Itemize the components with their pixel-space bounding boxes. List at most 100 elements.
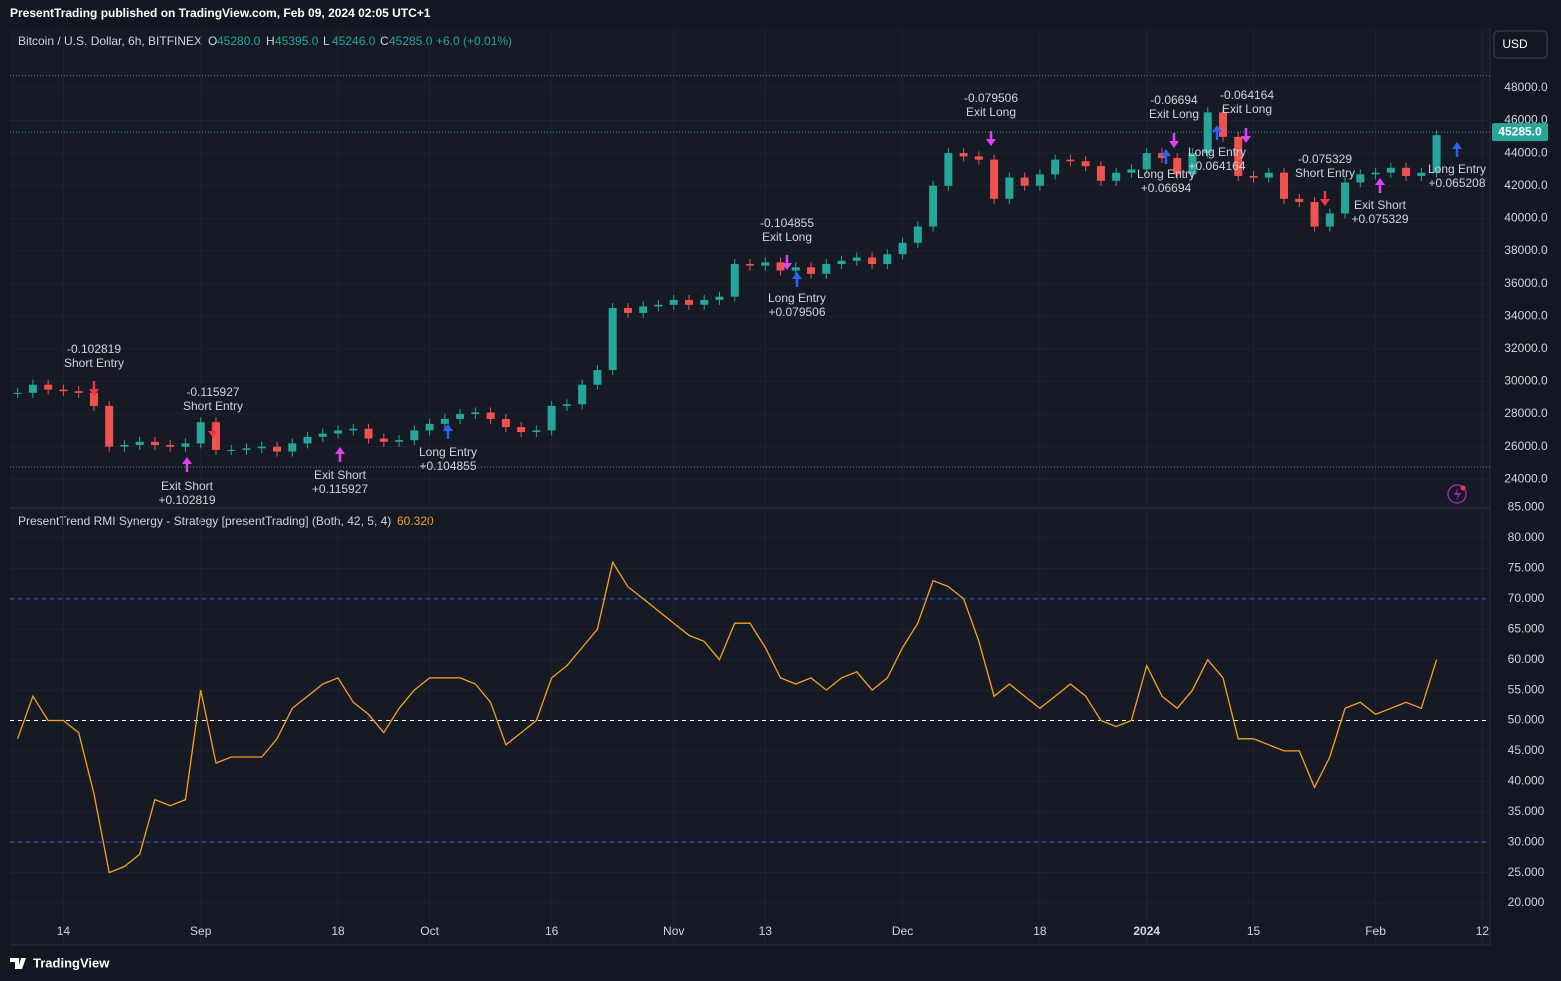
y-tick-label: 42000.0 [1504,178,1548,192]
signal-label: Short Entry [64,356,124,370]
signal-arrow-head [792,272,802,279]
signal-label: +0.075329 [1351,212,1408,226]
signal-label: +0.115927 [312,482,368,496]
candle [1325,213,1334,227]
candle [288,443,297,452]
candle [211,422,220,450]
signal-arrow-head [1452,142,1462,149]
candle [807,267,816,274]
x-tick-label: Sep [190,924,212,938]
x-tick-label: 16 [545,924,559,938]
y-tick-label: 25.000 [1508,865,1545,879]
candle [898,242,907,255]
candle [761,262,770,266]
signal-arrow-head [443,424,453,431]
ohlc-value: 45280.0 [217,34,261,48]
alert-icon[interactable] [1447,484,1467,504]
candle [196,422,205,444]
signal-label: Long Entry [1137,167,1195,181]
currency-label[interactable]: USD [1502,37,1528,51]
candle [364,428,373,439]
signal-label: -0.06694 [1150,93,1198,107]
y-tick-label: 44000.0 [1504,145,1548,159]
signal-label: -0.104855 [760,216,814,230]
indicator-value: 60.320 [397,514,434,528]
candle [868,257,877,265]
signal-arrow-head [1320,199,1330,206]
candle [44,384,53,390]
ohlc-key: H [266,34,275,48]
signal-label: +0.064164 [1188,159,1245,173]
signal-label: Long Entry [1428,162,1486,176]
y-tick-label: 75.000 [1508,561,1545,575]
ohlc-value: 45395.0 [275,34,319,48]
candle [74,391,83,393]
y-tick-label: 35.000 [1508,804,1545,818]
candle [1386,167,1395,173]
y-tick-label: 20.000 [1508,895,1545,909]
ohlc-key: L [323,34,330,48]
signal-label: -0.079506 [964,91,1018,105]
candle [1371,172,1380,175]
candle [440,418,449,424]
signal-label: -0.064164 [1220,88,1274,102]
candle [791,267,800,271]
y-tick-label: 38000.0 [1504,243,1548,257]
candle [1142,153,1151,170]
y-tick-label: 32000.0 [1504,341,1548,355]
candle [669,299,678,305]
candle [837,260,846,265]
y-tick-label: 28000.0 [1504,406,1548,420]
candle [578,384,587,405]
signal-label: +0.104855 [419,459,476,473]
candle [1173,158,1182,175]
candle [379,438,388,442]
candle [59,389,68,392]
ohlc-value: 45246.0 [332,34,376,48]
symbol-name: Bitcoin / U.S. Dollar, 6h, BITFINEX [18,34,202,48]
candle [1249,175,1258,178]
rmi-line [16,560,1438,874]
candle [13,392,22,394]
candle [715,296,724,300]
last-price-tag [1492,123,1548,142]
y-tick-label: 34000.0 [1504,308,1548,322]
candle [334,430,343,434]
x-tick-label: 13 [759,924,773,938]
signal-label: Short Entry [183,399,243,413]
signal-arrow-head [182,457,192,464]
currency-button[interactable] [1493,30,1548,59]
candle [532,430,541,432]
signal-label: Exit Long [1222,102,1272,116]
candle [608,308,617,371]
candle [700,299,709,305]
signal-label: -0.115927 [186,385,239,399]
x-tick-label: 2024 [1133,924,1160,938]
signal-label: Exit Long [762,230,812,244]
candle [273,446,282,452]
candle [395,440,404,442]
candle [944,153,953,186]
signal-label: Exit Short [314,468,367,482]
x-tick-label: Nov [663,924,684,938]
x-tick-label: Dec [892,924,913,938]
brand-name: TradingView [33,955,110,970]
candle [1402,167,1411,176]
signal-label: Exit Short [1354,198,1407,212]
candle [990,159,999,199]
candle [135,441,144,446]
last-price-label: 45285.0 [1498,124,1542,138]
candle [1096,166,1105,181]
y-tick-label: 85.000 [1508,500,1545,514]
x-tick-label: 12 [1476,924,1490,938]
signal-arrow-head [89,389,99,396]
signal-arrow-head [208,431,218,438]
indicator-title: PresentTrend RMI Synergy - Strategy [pre… [18,514,391,528]
candle [242,448,251,450]
publish-header: PresentTrading published on TradingView.… [10,6,431,20]
y-tick-label: 40.000 [1508,774,1545,788]
candle [883,254,892,265]
signal-label: -0.102819 [67,342,121,356]
y-tick-label: 24000.0 [1504,471,1548,485]
candle [852,257,861,261]
